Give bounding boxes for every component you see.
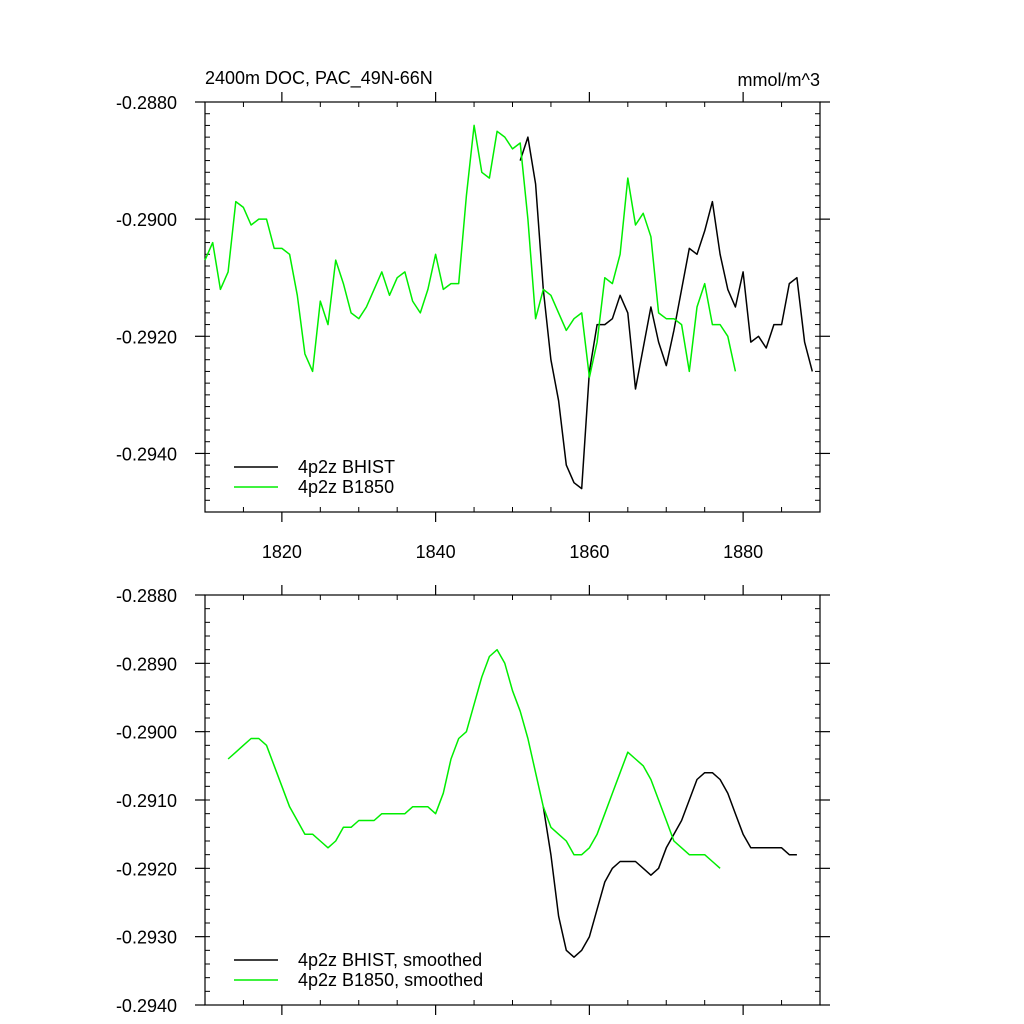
bottom-series-line-0	[542, 771, 797, 958]
top-series-line-0	[519, 136, 814, 490]
bottom-y-tick-label: -0.2900	[116, 723, 177, 743]
bottom-legend-label-0: 4p2z BHIST, smoothed	[298, 950, 482, 970]
top-y-tick-label: -0.2940	[116, 444, 177, 464]
top-panel: 2400m DOC, PAC_49N-66N mmol/m^3 -0.2880-…	[116, 68, 830, 562]
top-x-tick-labels: 1820 1840 1860 1880	[262, 542, 763, 562]
bottom-series-lines	[227, 648, 797, 958]
bottom-minor-ticks	[204, 594, 821, 1006]
bottom-y-tick-label: -0.2910	[116, 791, 177, 811]
bottom-y-tick-labels: -0.2880 -0.2890 -0.2900 -0.2910 -0.2920 -0.29…	[116, 586, 177, 1016]
top-x-tick-label: 1820	[262, 542, 302, 562]
top-major-ticks	[195, 92, 830, 522]
top-y-tick-label: -0.2880	[116, 93, 177, 113]
bottom-panel: -0.2880 -0.2890 -0.2900 -0.2910 -0.2920 -0.29…	[116, 585, 830, 1016]
top-x-tick-label: 1880	[723, 542, 763, 562]
top-y-tick-label: -0.2920	[116, 327, 177, 347]
bottom-y-tick-label: -0.2930	[116, 928, 177, 948]
top-x-tick-label: 1840	[416, 542, 456, 562]
top-minor-ticks	[204, 101, 821, 513]
top-y-tick-labels: -0.2880 -0.2900 -0.2920 -0.2940	[116, 93, 177, 464]
bottom-major-ticks	[195, 585, 830, 1015]
bottom-y-tick-label: -0.2890	[116, 654, 177, 674]
bottom-y-tick-label: -0.2920	[116, 859, 177, 879]
top-chart-units: mmol/m^3	[738, 70, 820, 90]
top-legend-label-0: 4p2z BHIST	[298, 457, 395, 477]
top-series-line-1	[204, 124, 737, 379]
bottom-series-line-1	[227, 648, 721, 869]
bottom-y-tick-label: -0.2940	[116, 996, 177, 1016]
top-legend-label-1: 4p2z B1850	[298, 477, 394, 497]
top-x-tick-label: 1860	[569, 542, 609, 562]
top-series-lines	[204, 124, 814, 490]
top-y-tick-label: -0.2900	[116, 210, 177, 230]
bottom-legend-label-1: 4p2z B1850, smoothed	[298, 970, 483, 990]
top-chart-title: 2400m DOC, PAC_49N-66N	[205, 68, 433, 89]
top-plot-frame	[204, 101, 821, 513]
bottom-y-tick-label: -0.2880	[116, 586, 177, 606]
bottom-plot-frame	[204, 594, 821, 1006]
